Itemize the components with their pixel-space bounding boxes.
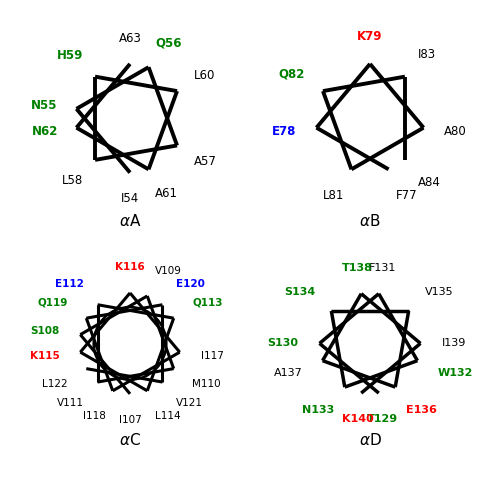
Text: K115: K115 xyxy=(30,351,60,361)
Text: F77: F77 xyxy=(396,189,417,202)
Text: A61: A61 xyxy=(155,187,178,200)
Text: V121: V121 xyxy=(176,398,203,408)
Text: $\alpha$C: $\alpha$C xyxy=(119,432,141,448)
Text: A137: A137 xyxy=(274,368,302,378)
Text: L114: L114 xyxy=(154,411,180,421)
Text: H59: H59 xyxy=(56,49,83,62)
Text: I107: I107 xyxy=(118,415,142,425)
Text: M110: M110 xyxy=(192,379,220,389)
Text: Q113: Q113 xyxy=(192,297,222,308)
Text: K79: K79 xyxy=(357,30,383,43)
Text: S130: S130 xyxy=(268,338,298,348)
Text: Q56: Q56 xyxy=(155,36,182,49)
Text: V111: V111 xyxy=(57,398,84,408)
Text: N133: N133 xyxy=(302,405,334,415)
Text: E78: E78 xyxy=(272,125,296,138)
Text: $\alpha$B: $\alpha$B xyxy=(360,213,380,229)
Text: $\alpha$A: $\alpha$A xyxy=(119,213,141,229)
Text: I118: I118 xyxy=(82,411,106,421)
Text: K140: K140 xyxy=(342,414,374,424)
Text: Q119: Q119 xyxy=(38,297,68,308)
Text: L81: L81 xyxy=(323,189,344,202)
Text: E120: E120 xyxy=(176,278,205,288)
Text: E136: E136 xyxy=(406,405,436,415)
Text: T129: T129 xyxy=(367,414,398,424)
Text: V109: V109 xyxy=(154,266,182,276)
Text: E112: E112 xyxy=(55,278,84,288)
Text: W132: W132 xyxy=(438,368,472,378)
Text: A84: A84 xyxy=(418,176,441,189)
Text: $\alpha$D: $\alpha$D xyxy=(358,432,382,448)
Text: S108: S108 xyxy=(30,326,60,336)
Text: Q82: Q82 xyxy=(278,68,305,81)
Text: N55: N55 xyxy=(32,99,58,112)
Text: L58: L58 xyxy=(62,174,83,187)
Text: I54: I54 xyxy=(121,192,139,205)
Text: K116: K116 xyxy=(115,262,145,272)
Text: I117: I117 xyxy=(200,351,224,361)
Text: A80: A80 xyxy=(444,125,466,138)
Text: T138: T138 xyxy=(342,263,373,273)
Text: I83: I83 xyxy=(418,48,436,61)
Text: N62: N62 xyxy=(32,125,58,137)
Text: V135: V135 xyxy=(425,287,454,297)
Text: I139: I139 xyxy=(442,338,466,348)
Text: S134: S134 xyxy=(284,287,315,297)
Text: A63: A63 xyxy=(118,32,142,45)
Text: L60: L60 xyxy=(194,68,215,81)
Text: L122: L122 xyxy=(42,379,68,389)
Text: A57: A57 xyxy=(194,155,216,168)
Text: F131: F131 xyxy=(369,263,396,273)
